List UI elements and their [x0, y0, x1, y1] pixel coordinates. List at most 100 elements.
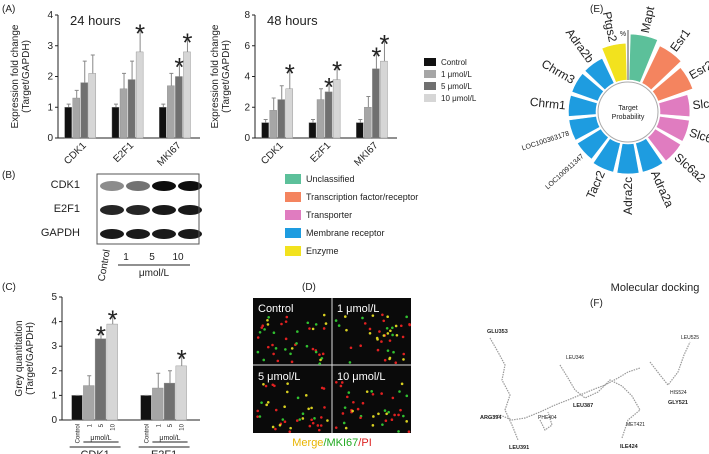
error-bar [82, 60, 87, 83]
cell [356, 407, 360, 411]
cell [283, 420, 287, 424]
cell [290, 360, 294, 364]
cell [323, 406, 326, 409]
y-tick-label: 4 [47, 10, 53, 21]
blot-lane-label: 1 [123, 252, 129, 263]
error-bar [110, 316, 115, 325]
cell [391, 326, 394, 330]
cell [271, 383, 275, 387]
residue: LEU387 [573, 403, 593, 409]
cell [384, 419, 388, 423]
error-bar [167, 370, 172, 384]
band [126, 181, 150, 191]
bar [159, 107, 167, 139]
cell [317, 428, 321, 432]
cell [401, 335, 405, 339]
cell [274, 347, 278, 350]
polar-bar [651, 67, 694, 102]
legend-swatch [424, 70, 436, 78]
legend-swatch [424, 82, 436, 90]
x-tick-label: E2F1 [111, 140, 136, 165]
category-label: Chrm1 [529, 95, 567, 113]
legend-swatch [285, 228, 301, 238]
cell [385, 412, 388, 416]
category-label: LOC100911347 [544, 153, 585, 191]
cell [308, 424, 312, 428]
legend-label: 5 μmol/L [441, 82, 472, 91]
polar-bar [616, 143, 640, 175]
cell [365, 390, 369, 393]
error-bar [366, 95, 371, 108]
band [100, 229, 124, 239]
cell [304, 394, 308, 397]
cell [395, 333, 399, 337]
micrograph-label: 10 μmol/L [337, 371, 386, 383]
band [178, 205, 202, 215]
x-tick-label: CDK1 [62, 140, 89, 167]
cell [272, 331, 276, 335]
y-axis-label: Expression fold change [10, 24, 21, 128]
bar [277, 99, 285, 139]
x-tick-label: E2F1 [308, 140, 333, 165]
y-tick-label: 3 [47, 41, 53, 52]
cell [389, 329, 392, 333]
cell [286, 382, 289, 385]
y-axis-label: Expression fold change [210, 24, 221, 128]
bar [135, 51, 144, 139]
blot-lane-label: Control [97, 249, 113, 283]
legend-label: 10 μmol/L [441, 94, 477, 103]
error-bar [87, 375, 92, 386]
caption-part: /PI [358, 437, 371, 449]
cell [284, 337, 288, 341]
bar [163, 382, 176, 421]
band [126, 205, 150, 215]
band [100, 205, 124, 215]
cell [378, 330, 381, 333]
cell [278, 423, 282, 427]
cell [371, 392, 375, 396]
cell [383, 409, 387, 412]
cell [283, 405, 286, 409]
cell [361, 401, 365, 405]
significance: * [108, 305, 118, 335]
cell [337, 324, 341, 327]
cell [284, 320, 288, 323]
stick [539, 411, 553, 431]
legend-swatch [285, 192, 301, 202]
y-tick-label: 2 [51, 366, 57, 377]
micrograph-label: 5 μmol/L [258, 371, 300, 383]
error-bar [122, 72, 127, 89]
cell [289, 426, 292, 430]
bar [380, 60, 388, 139]
cell [391, 333, 394, 337]
blot-row-label: E2F1 [54, 203, 80, 215]
legend-label: Enzyme [306, 246, 339, 256]
cell [316, 424, 320, 427]
legend-swatch [285, 174, 301, 184]
significance: * [182, 28, 192, 58]
error-bar [271, 97, 276, 111]
significance: * [379, 29, 389, 59]
cell [391, 396, 395, 400]
cell [267, 315, 270, 319]
y-tick-label: 1 [51, 390, 57, 401]
cell [260, 401, 263, 404]
cell [258, 415, 262, 418]
panel-label: (F) [590, 298, 603, 309]
cell [368, 327, 372, 331]
polar-title-line: Probability [612, 114, 645, 121]
cell [318, 362, 322, 365]
cell [405, 420, 408, 423]
category-label: Slc6a4 [688, 125, 709, 150]
cell [368, 332, 372, 335]
cell [335, 381, 338, 384]
error-bar [98, 332, 103, 339]
category-label: Slc6a3 [692, 94, 709, 112]
cell [261, 324, 265, 328]
significance: * [135, 18, 145, 48]
legend-swatch [424, 94, 436, 102]
micrographs [253, 298, 412, 434]
error-bar [310, 119, 315, 123]
error-bar [130, 60, 135, 80]
y-axis-label: Grey quantitation [14, 320, 25, 396]
